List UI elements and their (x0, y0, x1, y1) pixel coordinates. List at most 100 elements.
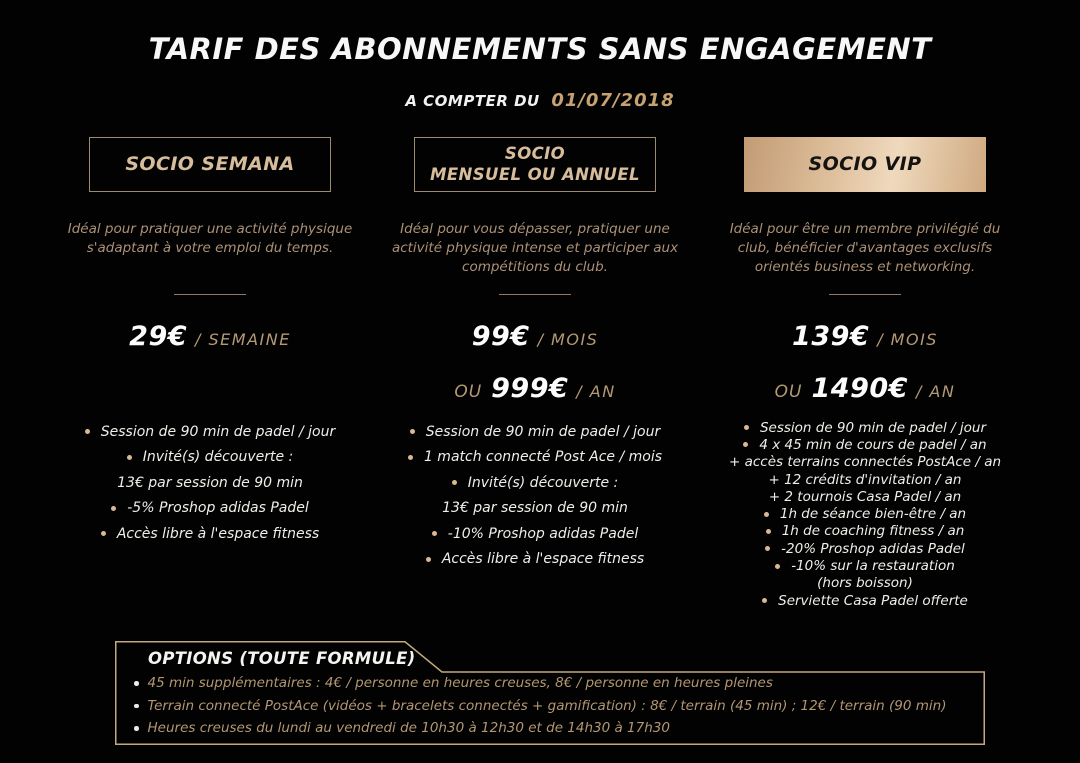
feature-item: 1 match connecté Post Ace / mois (385, 445, 685, 471)
plan-description: Idéal pour pratiquer une activité physiq… (67, 221, 353, 257)
feature-item: 1h de coaching fitness / an (710, 523, 1020, 540)
bullet-dot (431, 531, 437, 537)
plan-name-line: MENSUEL OU ANNUEL (430, 164, 640, 184)
bullet-dot (84, 429, 90, 435)
feature-item: + 2 tournois Casa Padel / an (710, 488, 1020, 505)
bullet-dot (762, 598, 768, 604)
price-row: 139€ / MOIS (710, 321, 1020, 352)
feature-text: -10% sur la restauration (791, 558, 955, 575)
feature-item: 1h de séance bien-être / an (710, 505, 1020, 522)
option-text: Terrain connecté PostAce (vidéos + brace… (147, 697, 947, 714)
option-item: Terrain connecté PostAce (vidéos + brace… (134, 695, 946, 718)
price-amount: 1490€ (811, 373, 908, 404)
effective-date-value: 01/07/2018 (551, 90, 675, 111)
feature-item: -10% sur la restauration (710, 557, 1020, 574)
plan-description: Idéal pour vous dépasser, pratiquer une … (391, 221, 679, 276)
plan-name: SOCIO VIP (744, 137, 986, 192)
feature-text: -10% Proshop adidas Padel (447, 525, 639, 542)
feature-list: Session de 90 min de padel / jour 1 match… (385, 419, 685, 572)
feature-item: (hors boisson) (710, 575, 1020, 592)
feature-text: 4 x 45 min de cours de padel / an (759, 436, 987, 453)
feature-text: Invité(s) découverte : (467, 474, 619, 491)
divider (829, 294, 901, 295)
plan-name-line: SOCIO (504, 143, 566, 163)
price-amount: 139€ (792, 321, 870, 352)
option-text: Heures creuses du lundi au vendredi de 1… (147, 720, 670, 737)
price-period: / MOIS (877, 330, 938, 349)
plans-grid: SOCIO SEMANA Idéal pour pratiquer une act… (0, 137, 1080, 609)
price-period: / AN (915, 382, 956, 401)
bullet-dot (763, 511, 769, 517)
poster-header: TARIF DES ABONNEMENTS SANS ENGAGEMENT A … (0, 0, 1080, 111)
bullet-dot (743, 442, 749, 448)
feature-text: 13€ par session de 90 min (442, 500, 628, 517)
feature-text: Accès libre à l'espace fitness (441, 551, 645, 568)
bullet-dot (134, 681, 139, 686)
feature-text: 1h de coaching fitness / an (781, 523, 965, 540)
feature-text: Session de 90 min de padel / jour (100, 423, 336, 440)
divider (499, 294, 571, 295)
feature-text: Session de 90 min de padel / jour (425, 423, 661, 440)
bullet-dot (765, 546, 771, 552)
bullet-dot (100, 531, 106, 537)
plan-card-2: SOCIO MENSUEL OU ANNUEL Idéal pour vous dé… (385, 137, 685, 609)
feature-text: + accès terrains connectés PostAce / an (728, 454, 1002, 471)
feature-list: Session de 90 min de padel / jour Invité(… (60, 419, 360, 547)
options-box: OPTIONS (TOUTE FORMULE) 45 min supplémen… (115, 641, 985, 745)
bullet-dot (134, 703, 139, 708)
feature-item: -5% Proshop adidas Padel (60, 496, 360, 522)
effective-date-line: A COMPTER DU 01/07/2018 (0, 90, 1080, 111)
feature-list: Session de 90 min de padel / jour 4 x 45 … (710, 419, 1020, 609)
feature-text: -5% Proshop adidas Padel (127, 500, 309, 517)
feature-text: Accès libre à l'espace fitness (116, 525, 320, 542)
price-amount: 29€ (129, 321, 188, 352)
feature-text: + 2 tournois Casa Padel / an (768, 488, 962, 505)
feature-text: 13€ par session de 90 min (117, 474, 303, 491)
price-area: 99€ / MOIS OU 999€ / AN (385, 311, 685, 419)
feature-text: 1 match connecté Post Ace / mois (423, 449, 663, 466)
plan-name-line: SOCIO SEMANA (125, 152, 295, 175)
effective-date-label: A COMPTER DU (405, 92, 540, 110)
feature-item: Serviette Casa Padel offerte (710, 592, 1020, 609)
plan-name: SOCIO SEMANA (89, 137, 331, 192)
options-title: OPTIONS (TOUTE FORMULE) (148, 649, 416, 668)
divider (174, 294, 246, 295)
feature-item: Accès libre à l'espace fitness (385, 547, 685, 573)
price-period: / MOIS (537, 330, 599, 349)
page-title: TARIF DES ABONNEMENTS SANS ENGAGEMENT (148, 32, 932, 66)
bullet-dot (765, 528, 771, 534)
bullet-dot (425, 556, 431, 562)
price-area: 139€ / MOIS OU 1490€ / AN (710, 311, 1020, 419)
feature-item: Session de 90 min de padel / jour (60, 419, 360, 445)
option-item: Heures creuses du lundi au vendredi de 1… (134, 717, 946, 740)
bullet-dot (126, 454, 132, 460)
feature-item: 4 x 45 min de cours de padel / an (710, 436, 1020, 453)
feature-text: Session de 90 min de padel / jour (759, 419, 987, 436)
plan-description: Idéal pour être un membre privilégié du … (729, 221, 1001, 276)
bullet-dot (775, 563, 781, 569)
feature-item: -20% Proshop adidas Padel (710, 540, 1020, 557)
plan-name: SOCIO MENSUEL OU ANNUEL (414, 137, 656, 192)
feature-text: 1h de séance bien-être / an (779, 506, 967, 523)
bullet-dot (409, 429, 415, 435)
price-period: / AN (576, 382, 616, 401)
feature-item: -10% Proshop adidas Padel (385, 521, 685, 547)
bullet-dot (451, 480, 457, 486)
price-amount: 99€ (471, 321, 530, 352)
feature-item: 13€ par session de 90 min (60, 470, 360, 496)
feature-item: 13€ par session de 90 min (385, 496, 685, 522)
price-period: / SEMAINE (195, 330, 291, 349)
feature-text: Invité(s) découverte : (142, 449, 294, 466)
option-item: 45 min supplémentaires : 4€ / personne e… (134, 672, 946, 695)
feature-item: Session de 90 min de padel / jour (710, 419, 1020, 436)
plan-card-3: SOCIO VIP Idéal pour être un membre privi… (710, 137, 1020, 609)
price-area: 29€ / SEMAINE (60, 311, 360, 419)
price-prefix: OU (774, 382, 803, 402)
option-text: 45 min supplémentaires : 4€ / personne e… (147, 675, 773, 692)
bullet-dot (743, 425, 749, 431)
price-row: 99€ / MOIS (385, 321, 685, 352)
price-prefix: OU (454, 382, 483, 402)
feature-text: -20% Proshop adidas Padel (781, 540, 965, 557)
price-amount: 999€ (491, 373, 569, 404)
